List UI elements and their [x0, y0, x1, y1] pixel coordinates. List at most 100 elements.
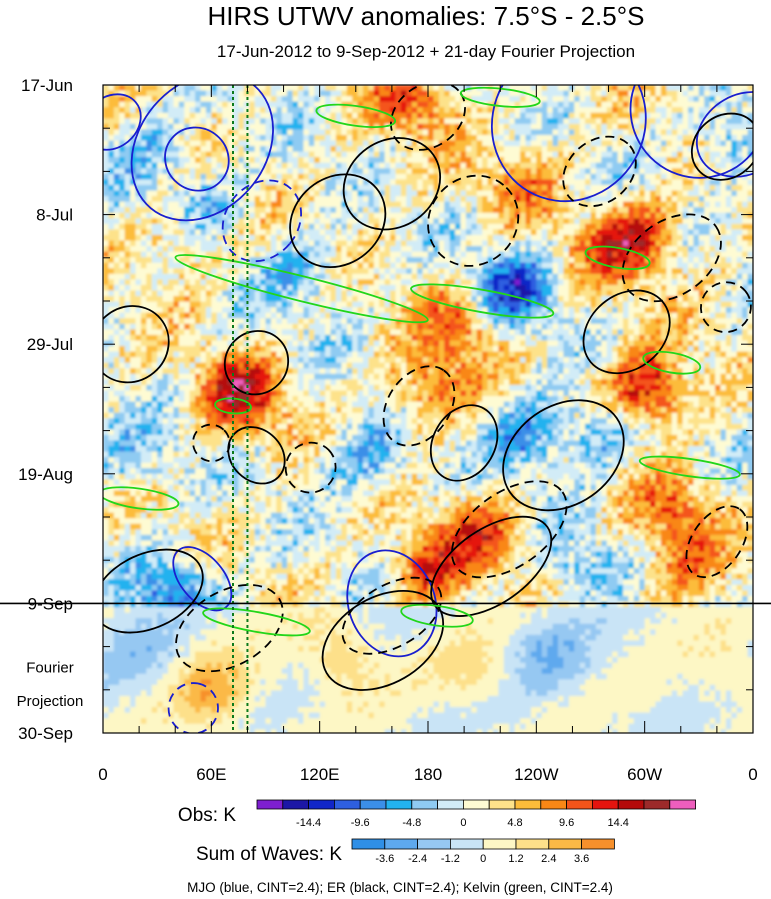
er-contour: [103, 305, 170, 384]
kelvin-contour: [642, 350, 702, 375]
waves-colorbar-swatch: [351, 838, 386, 850]
waves-colorbar-label: 0: [480, 853, 486, 865]
waves-colorbar-swatch: [482, 838, 517, 850]
anomaly-field: [103, 85, 753, 733]
obs-colorbar-swatch: [437, 799, 464, 810]
obs-colorbar-label: Obs: K: [178, 805, 236, 826]
er-contour: [289, 173, 387, 269]
x-tick-label: 0: [748, 765, 757, 784]
obs-colorbar: -14.4 -9.6 -4.8 0 4.8 9.6 14.4: [256, 799, 696, 829]
waves-colorbar: -3.6 -2.4 -1.2 0 1.2 2.4 3.6: [351, 838, 615, 865]
waves-colorbar-label: -3.6: [375, 853, 394, 865]
x-tick-label: 180: [414, 765, 442, 784]
obs-colorbar-label: -9.6: [351, 817, 370, 829]
obs-colorbar-swatch: [462, 799, 490, 810]
er-contour: [341, 576, 443, 655]
kelvin-contour: [202, 607, 311, 637]
er-contour: [502, 399, 625, 512]
er-contour: [582, 289, 671, 375]
kelvin-contour: [400, 603, 474, 628]
obs-colorbar-swatch: [411, 799, 438, 810]
chart-subtitle: 17-Jun-2012 to 9-Sep-2012 + 21-day Fouri…: [217, 42, 635, 61]
obs-colorbar-swatch: [256, 799, 284, 810]
obs-colorbar-swatch: [514, 799, 542, 810]
waves-colorbar-label: Sum of Waves: K: [196, 844, 342, 865]
obs-colorbar-swatch: [617, 799, 645, 810]
obs-colorbar-label: 14.4: [607, 817, 628, 829]
er-contour: [284, 441, 337, 494]
obs-colorbar-swatch: [540, 799, 567, 810]
projection-label-line2: Projection: [17, 693, 84, 710]
obs-colorbar-swatch: [488, 799, 516, 810]
er-contour: [175, 584, 284, 673]
y-tick-label: 8-Jul: [36, 206, 73, 225]
obs-colorbar-swatch: [333, 799, 361, 810]
x-axis: 0 60E 120E 180 120W 60W 0: [98, 85, 758, 784]
er-contour: [192, 423, 231, 463]
mjo-contour: [695, 91, 753, 178]
mjo-contour: [346, 549, 438, 658]
x-tick-label: 60W: [627, 765, 662, 784]
y-tick-label: 29-Jul: [27, 335, 73, 354]
mjo-contour: [164, 126, 230, 192]
er-contour: [342, 137, 442, 231]
obs-colorbar-label: 4.8: [507, 817, 522, 829]
er-contour: [103, 548, 204, 634]
waves-colorbar-label: 3.6: [574, 853, 589, 865]
obs-colorbar-swatch: [282, 799, 309, 810]
kelvin-contour: [410, 283, 555, 319]
y-tick-label: 19-Aug: [18, 465, 73, 484]
x-tick-label: 0: [98, 765, 107, 784]
mjo-contour: [103, 93, 142, 151]
mjo-contour: [221, 179, 302, 263]
obs-colorbar-label: 9.6: [559, 817, 574, 829]
waves-colorbar-label: -1.2: [441, 853, 460, 865]
kelvin-contour: [584, 245, 651, 270]
mjo-contour: [629, 85, 753, 179]
kelvin-contour: [315, 103, 397, 128]
kelvin-contour: [103, 486, 180, 511]
waves-colorbar-label: -2.4: [408, 853, 427, 865]
kelvin-contour: [459, 86, 541, 108]
obs-colorbar-swatch: [669, 799, 696, 810]
mjo-contour: [490, 85, 647, 203]
y-tick-label: 30-Sep: [18, 724, 73, 743]
er-contour: [451, 480, 568, 579]
obs-colorbar-swatch: [359, 799, 387, 810]
obs-colorbar-swatch: [643, 799, 671, 810]
kelvin-contour: [174, 254, 429, 324]
obs-colorbar-swatch: [385, 799, 413, 810]
waves-colorbar-swatch: [581, 838, 615, 850]
er-contour: [690, 112, 753, 181]
mjo-contour: [167, 682, 219, 733]
x-tick-label: 120E: [300, 765, 340, 784]
legend-text: MJO (blue, CINT=2.4); ER (black, CINT=2.…: [187, 880, 613, 895]
chart-title: HIRS UTWV anomalies: 7.5°S - 2.5°S: [208, 1, 645, 31]
kelvin-contour: [638, 455, 741, 480]
er-contour: [699, 281, 752, 334]
projection-label-line1: Fourier: [26, 659, 74, 676]
obs-colorbar-swatch: [308, 799, 335, 810]
x-tick-label: 60E: [196, 765, 226, 784]
obs-colorbar-label: -4.8: [402, 817, 421, 829]
x-tick-label: 120W: [514, 765, 558, 784]
obs-colorbar-label: 0: [460, 817, 466, 829]
reference-lines: [232, 85, 249, 733]
er-contour: [429, 404, 499, 482]
waves-colorbar-swatch: [548, 838, 582, 850]
er-contour: [382, 365, 456, 447]
y-tick-label: 9-Sep: [28, 594, 73, 613]
waves-colorbar-label: 1.2: [508, 853, 523, 865]
obs-colorbar-label: -14.4: [296, 817, 321, 829]
er-contour: [621, 213, 722, 303]
y-tick-label: 17-Jun: [21, 76, 73, 95]
waves-colorbar-swatch: [449, 838, 484, 850]
waves-colorbar-label: 2.4: [541, 853, 556, 865]
obs-colorbar-swatch: [592, 799, 619, 810]
y-axis: 17-Jun 8-Jul 29-Jul 19-Aug 9-Sep 30-Sep: [18, 76, 753, 743]
er-contour: [227, 426, 286, 485]
obs-colorbar-swatch: [566, 799, 593, 810]
waves-colorbar-swatch: [417, 838, 451, 850]
waves-colorbar-swatch: [515, 838, 550, 850]
